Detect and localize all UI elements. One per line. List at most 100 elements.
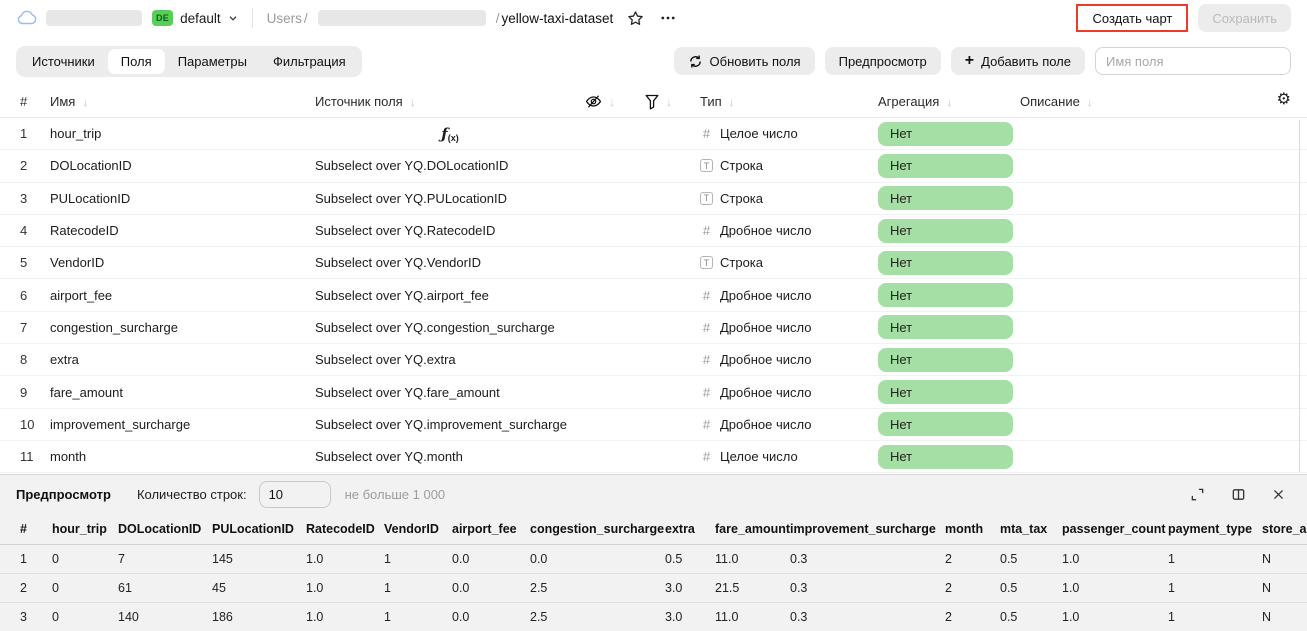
field-name[interactable]: improvement_surcharge	[50, 416, 191, 432]
add-field-button[interactable]: + Добавить поле	[950, 47, 1085, 75]
aggregation-select[interactable]: Нет	[878, 315, 1013, 340]
field-row-number: 7	[20, 319, 28, 335]
preview-cell: 2	[945, 552, 952, 566]
env-selector-label[interactable]: default	[180, 10, 221, 26]
field-name[interactable]: RatecodeID	[50, 223, 119, 239]
preview-cell: 1.0	[1062, 610, 1080, 624]
preview-row: 2 0 61 45 1.0 1 0.0 2.5 3.0 21.5 0.3 2 0.5 1.0 1 N	[0, 574, 1307, 603]
number-type-icon: #	[702, 287, 711, 303]
field-row[interactable]: 9 fare_amount Subselect over YQ.fare_amoun…	[0, 376, 1307, 409]
preview-column-header: hour_trip	[52, 522, 107, 536]
field-name[interactable]: DOLocationID	[50, 158, 132, 174]
tab-fields[interactable]: Поля	[107, 48, 165, 74]
field-type[interactable]: Дробное число	[720, 384, 812, 400]
chevron-down-icon[interactable]	[226, 11, 240, 25]
field-name[interactable]: VendorID	[50, 255, 105, 271]
preview-column-header: extra	[665, 522, 695, 536]
tab-sources[interactable]: Источники	[32, 53, 95, 69]
column-description-label: Описание	[1020, 94, 1080, 109]
field-name[interactable]: hour_trip	[50, 126, 102, 142]
field-row[interactable]: 2 DOLocationID Subselect over YQ.DOLocatio…	[0, 150, 1307, 183]
field-source: Subselect over YQ.fare_amount	[315, 384, 500, 400]
column-header-description[interactable]: Описание ↓	[1020, 94, 1291, 109]
aggregation-select[interactable]: Нет	[878, 153, 1013, 178]
cloud-icon	[16, 9, 38, 27]
preview-cell: 3.0	[665, 581, 683, 595]
aggregation-select[interactable]: Нет	[878, 218, 1013, 243]
preview-cell: 61	[118, 581, 132, 595]
field-row[interactable]: 8 extra Subselect over YQ.extra # Дробное чи…	[0, 344, 1307, 377]
field-name[interactable]: month	[50, 449, 87, 465]
column-header-source[interactable]: Источник поля ↓	[315, 94, 585, 109]
field-type[interactable]: Дробное число	[720, 287, 812, 303]
field-row[interactable]: 3 PULocationID Subselect over YQ.PULocatio…	[0, 183, 1307, 215]
preview-column-header: congestion_surcharge	[530, 522, 665, 536]
refresh-fields-button[interactable]: Обновить поля	[673, 47, 815, 75]
field-row[interactable]: 7 congestion_surcharge Subselect over YQ.c…	[0, 312, 1307, 345]
aggregation-select[interactable]: Нет	[878, 444, 1013, 469]
aggregation-select[interactable]: Нет	[878, 380, 1013, 405]
field-name[interactable]: airport_fee	[50, 287, 113, 303]
preview-column-header: VendorID	[384, 522, 439, 536]
field-name-search-input[interactable]	[1095, 47, 1291, 75]
field-row-number: 5	[20, 255, 28, 271]
preview-toggle-button[interactable]: Предпросмотр	[824, 47, 941, 75]
more-menu-icon[interactable]	[658, 8, 678, 28]
field-name[interactable]: fare_amount	[50, 384, 123, 400]
column-header-type[interactable]: Тип ↓	[700, 94, 878, 109]
field-type[interactable]: Дробное число	[720, 223, 812, 239]
field-type[interactable]: Дробное число	[720, 319, 812, 335]
field-type[interactable]: Дробное число	[720, 416, 812, 432]
preview-column-header: payment_type	[1168, 522, 1253, 536]
formula-icon[interactable]: ƒ(x)	[441, 124, 459, 143]
field-source: Subselect over YQ.airport_fee	[315, 287, 489, 303]
field-row[interactable]: 5 VendorID Subselect over YQ.VendorID T Стро…	[0, 247, 1307, 280]
aggregation-select[interactable]: Нет	[878, 347, 1013, 372]
add-field-label: Добавить поле	[981, 53, 1071, 69]
field-type[interactable]: Целое число	[720, 126, 798, 142]
field-name[interactable]: extra	[50, 352, 79, 368]
preview-cell: 140	[118, 610, 139, 624]
field-row[interactable]: 6 airport_fee Subselect over YQ.airport_fe…	[0, 279, 1307, 312]
create-chart-button[interactable]: Создать чарт	[1078, 6, 1187, 30]
tab-parameters[interactable]: Параметры	[177, 53, 247, 69]
aggregation-select[interactable]: Нет	[878, 250, 1013, 275]
column-header-name[interactable]: Имя ↓	[50, 94, 315, 109]
field-row[interactable]: 10 improvement_surcharge Subselect over YQ…	[0, 409, 1307, 441]
row-count-input[interactable]	[258, 481, 331, 508]
field-type[interactable]: Строка	[720, 255, 764, 271]
field-row[interactable]: 4 RatecodeID Subselect over YQ.RatecodeID #…	[0, 215, 1307, 248]
breadcrumb-root[interactable]: Users	[266, 10, 302, 26]
field-source: Subselect over YQ.RatecodeID	[315, 223, 496, 239]
settings-gear-icon[interactable]: ⚙	[1276, 91, 1291, 108]
field-row-number: 6	[20, 287, 28, 303]
field-row[interactable]: 11 month Subselect over YQ.month # Целое чис…	[0, 441, 1307, 474]
field-source: Subselect over YQ.extra	[315, 352, 456, 368]
aggregation-select[interactable]: Нет	[878, 186, 1013, 211]
aggregation-select[interactable]: Нет	[878, 283, 1013, 308]
column-header-aggregation[interactable]: Агрегация ↓	[878, 94, 1020, 109]
row-count-hint: не больше 1 000	[344, 487, 446, 502]
field-type[interactable]: Целое число	[720, 449, 798, 465]
expand-preview-icon[interactable]	[1188, 485, 1207, 504]
sort-down-icon: ↓	[1086, 94, 1093, 109]
field-type[interactable]: Строка	[720, 158, 764, 174]
aggregation-select[interactable]: Нет	[878, 412, 1013, 437]
field-type[interactable]: Дробное число	[720, 352, 812, 368]
favorite-star-icon[interactable]	[625, 8, 646, 29]
aggregation-select[interactable]: Нет	[878, 121, 1013, 146]
preview-cell: 1.0	[1062, 581, 1080, 595]
tab-filtering[interactable]: Фильтрация	[273, 53, 346, 69]
preview-cell: 0.0	[530, 552, 548, 566]
field-row[interactable]: 1 hour_trip ƒ(x) # Целое число Нет	[0, 118, 1307, 151]
column-header-filter[interactable]: ↓	[645, 94, 700, 110]
close-preview-icon[interactable]	[1270, 486, 1287, 503]
column-header-visibility[interactable]: ↓	[585, 93, 645, 110]
vertical-scrollbar[interactable]	[1299, 120, 1300, 472]
field-name[interactable]: congestion_surcharge	[50, 319, 178, 335]
save-button[interactable]: Сохранить	[1198, 4, 1291, 32]
field-row-number: 2	[20, 158, 28, 174]
field-type[interactable]: Строка	[720, 190, 764, 206]
split-view-icon[interactable]	[1229, 485, 1248, 504]
field-name[interactable]: PULocationID	[50, 190, 131, 206]
